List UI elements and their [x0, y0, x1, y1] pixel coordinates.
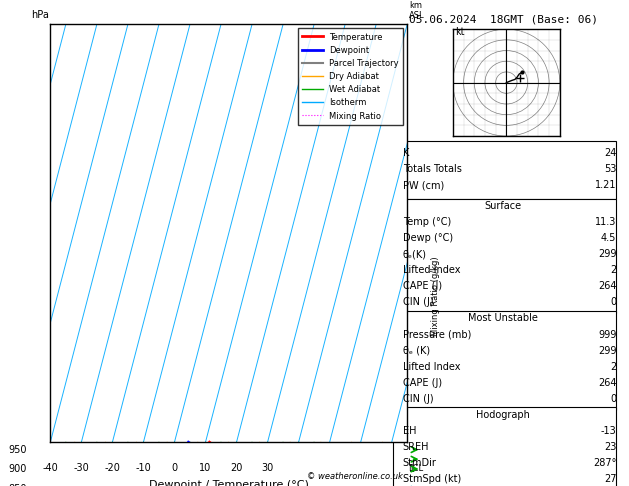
Text: Hodograph: Hodograph [476, 410, 530, 420]
Text: 2: 2 [610, 265, 616, 276]
Text: 53: 53 [604, 164, 616, 174]
Legend: Temperature, Dewpoint, Parcel Trajectory, Dry Adiabat, Wet Adiabat, Isotherm, Mi: Temperature, Dewpoint, Parcel Trajectory… [298, 29, 403, 125]
Text: 264: 264 [598, 281, 616, 292]
Text: 950: 950 [9, 445, 27, 455]
Text: hPa: hPa [31, 10, 48, 20]
Text: 23: 23 [604, 442, 616, 452]
Text: Dewpoint / Temperature (°C): Dewpoint / Temperature (°C) [149, 480, 309, 486]
Text: kt: kt [455, 27, 465, 36]
Text: Dewp (°C): Dewp (°C) [403, 233, 453, 243]
Text: PW (cm): PW (cm) [403, 180, 444, 191]
Text: 900: 900 [9, 464, 27, 474]
Text: -40: -40 [42, 463, 58, 473]
Text: 05.06.2024  18GMT (Base: 06): 05.06.2024 18GMT (Base: 06) [409, 15, 598, 25]
Text: 4.5: 4.5 [601, 233, 616, 243]
Text: StmSpd (kt): StmSpd (kt) [403, 474, 461, 484]
Text: CAPE (J): CAPE (J) [403, 378, 442, 388]
Text: EH: EH [403, 426, 416, 436]
Text: 20: 20 [230, 463, 243, 473]
Text: CIN (J): CIN (J) [403, 394, 433, 404]
Text: Pressure (mb): Pressure (mb) [403, 330, 471, 340]
Text: 11.3: 11.3 [595, 217, 616, 227]
Text: 299: 299 [598, 346, 616, 356]
Text: 30: 30 [262, 463, 274, 473]
Text: 27: 27 [604, 474, 616, 484]
Text: Mixing Ratio (g/kg): Mixing Ratio (g/kg) [431, 256, 440, 336]
Text: SREH: SREH [403, 442, 429, 452]
Text: -20: -20 [104, 463, 120, 473]
Text: 287°: 287° [593, 458, 616, 468]
Text: 10: 10 [199, 463, 211, 473]
Text: 299: 299 [598, 249, 616, 260]
Text: -13: -13 [601, 426, 616, 436]
Text: Lifted Index: Lifted Index [403, 265, 460, 276]
Text: Temp (°C): Temp (°C) [403, 217, 451, 227]
Text: CIN (J): CIN (J) [403, 297, 433, 308]
Text: 0: 0 [610, 394, 616, 404]
Text: 999: 999 [598, 330, 616, 340]
Text: 1.21: 1.21 [595, 180, 616, 191]
Text: 850: 850 [9, 484, 27, 486]
Text: 0: 0 [610, 297, 616, 308]
Text: Totals Totals: Totals Totals [403, 164, 462, 174]
Text: StmDir: StmDir [403, 458, 437, 468]
Text: 264: 264 [598, 378, 616, 388]
Text: 2: 2 [610, 362, 616, 372]
Text: Lifted Index: Lifted Index [403, 362, 460, 372]
Text: 57°12'N  357°12'W  54m ASL: 57°12'N 357°12'W 54m ASL [131, 0, 326, 3]
Text: © weatheronline.co.uk: © weatheronline.co.uk [307, 472, 403, 481]
Text: 24: 24 [604, 148, 616, 158]
Text: LCL: LCL [408, 465, 423, 473]
Text: Most Unstable: Most Unstable [468, 313, 538, 324]
Text: CAPE (J): CAPE (J) [403, 281, 442, 292]
Text: km
ASL: km ASL [409, 0, 425, 20]
Text: -30: -30 [74, 463, 89, 473]
Text: 0: 0 [171, 463, 177, 473]
Text: 1: 1 [409, 464, 415, 474]
Text: -10: -10 [135, 463, 152, 473]
Text: θₑ (K): θₑ (K) [403, 346, 430, 356]
Text: θₑ(K): θₑ(K) [403, 249, 426, 260]
Text: K: K [403, 148, 409, 158]
Text: Surface: Surface [484, 201, 522, 211]
